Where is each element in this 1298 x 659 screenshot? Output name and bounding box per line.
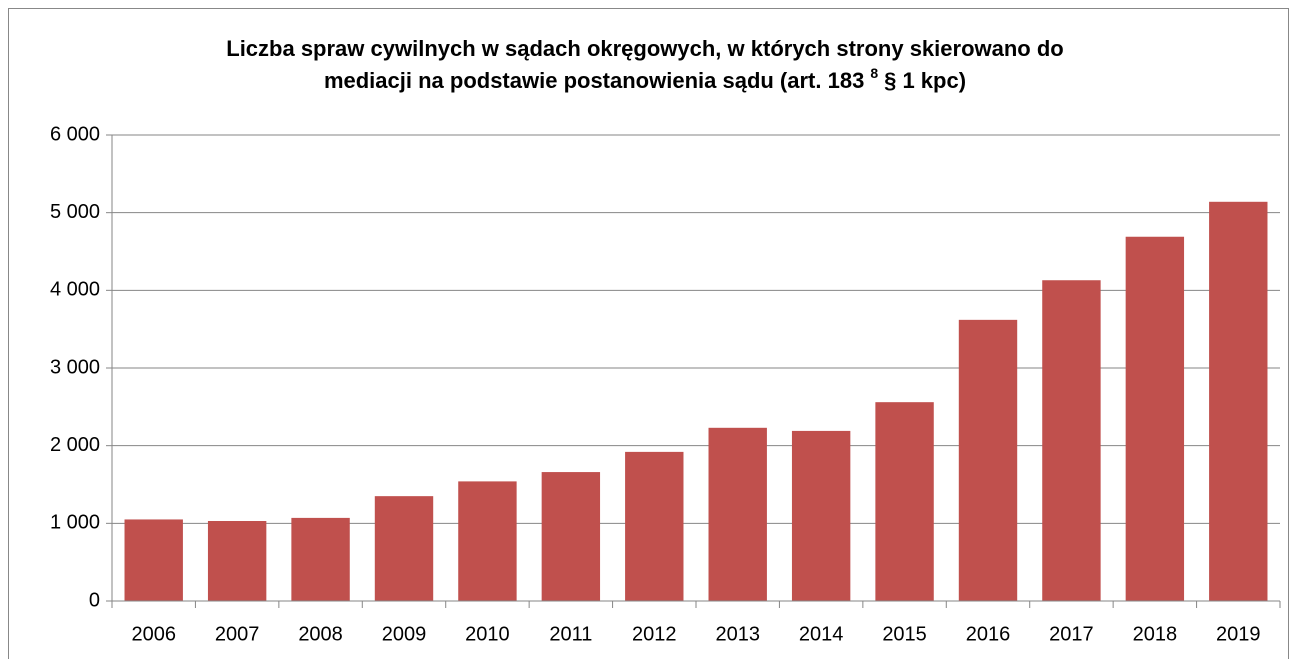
chart-title-part: § 1 kpc) (884, 68, 966, 93)
bar (291, 517, 350, 601)
chart-title: mediacji na podstawie postanowienia sądu… (324, 65, 966, 93)
y-tick-label: 2 000 (50, 434, 100, 456)
bar (1042, 280, 1101, 601)
x-tick-label: 2009 (382, 623, 427, 645)
chart-title: Liczba spraw cywilnych w sądach okręgowy… (226, 36, 1063, 61)
y-tick-label: 6 000 (50, 123, 100, 145)
y-tick-label: 3 000 (50, 356, 100, 378)
bar (875, 402, 934, 601)
bar (124, 519, 183, 601)
bar (458, 481, 517, 601)
bar (207, 521, 267, 601)
x-tick-label: 2010 (465, 623, 510, 645)
x-tick-label: 2017 (1049, 623, 1094, 645)
bar (374, 496, 434, 601)
y-tick-label: 1 000 (50, 512, 100, 534)
bar (1125, 236, 1185, 601)
bar (791, 430, 851, 601)
x-tick-label: 2016 (966, 623, 1011, 645)
x-tick-label: 2011 (549, 623, 592, 645)
y-tick-label: 4 000 (50, 279, 100, 301)
chart-title-part: mediacji na podstawie postanowienia sądu… (324, 68, 864, 93)
x-tick-label: 2014 (799, 623, 844, 645)
bar (625, 451, 684, 601)
bar (541, 472, 601, 601)
x-tick-label: 2012 (632, 623, 677, 645)
x-tick-label: 2008 (298, 623, 343, 645)
y-tick-label: 0 (89, 589, 100, 611)
bar (1209, 201, 1268, 601)
x-tick-label: 2013 (715, 623, 760, 645)
chart-title-superscript: 8 (870, 65, 878, 81)
y-tick-label: 5 000 (50, 201, 100, 223)
bar (708, 427, 767, 601)
x-tick-label: 2015 (882, 623, 927, 645)
x-tick-label: 2006 (131, 623, 176, 645)
x-tick-label: 2007 (215, 623, 260, 645)
x-tick-label: 2019 (1216, 623, 1261, 645)
bar (958, 319, 1018, 601)
x-tick-label: 2018 (1133, 623, 1178, 645)
